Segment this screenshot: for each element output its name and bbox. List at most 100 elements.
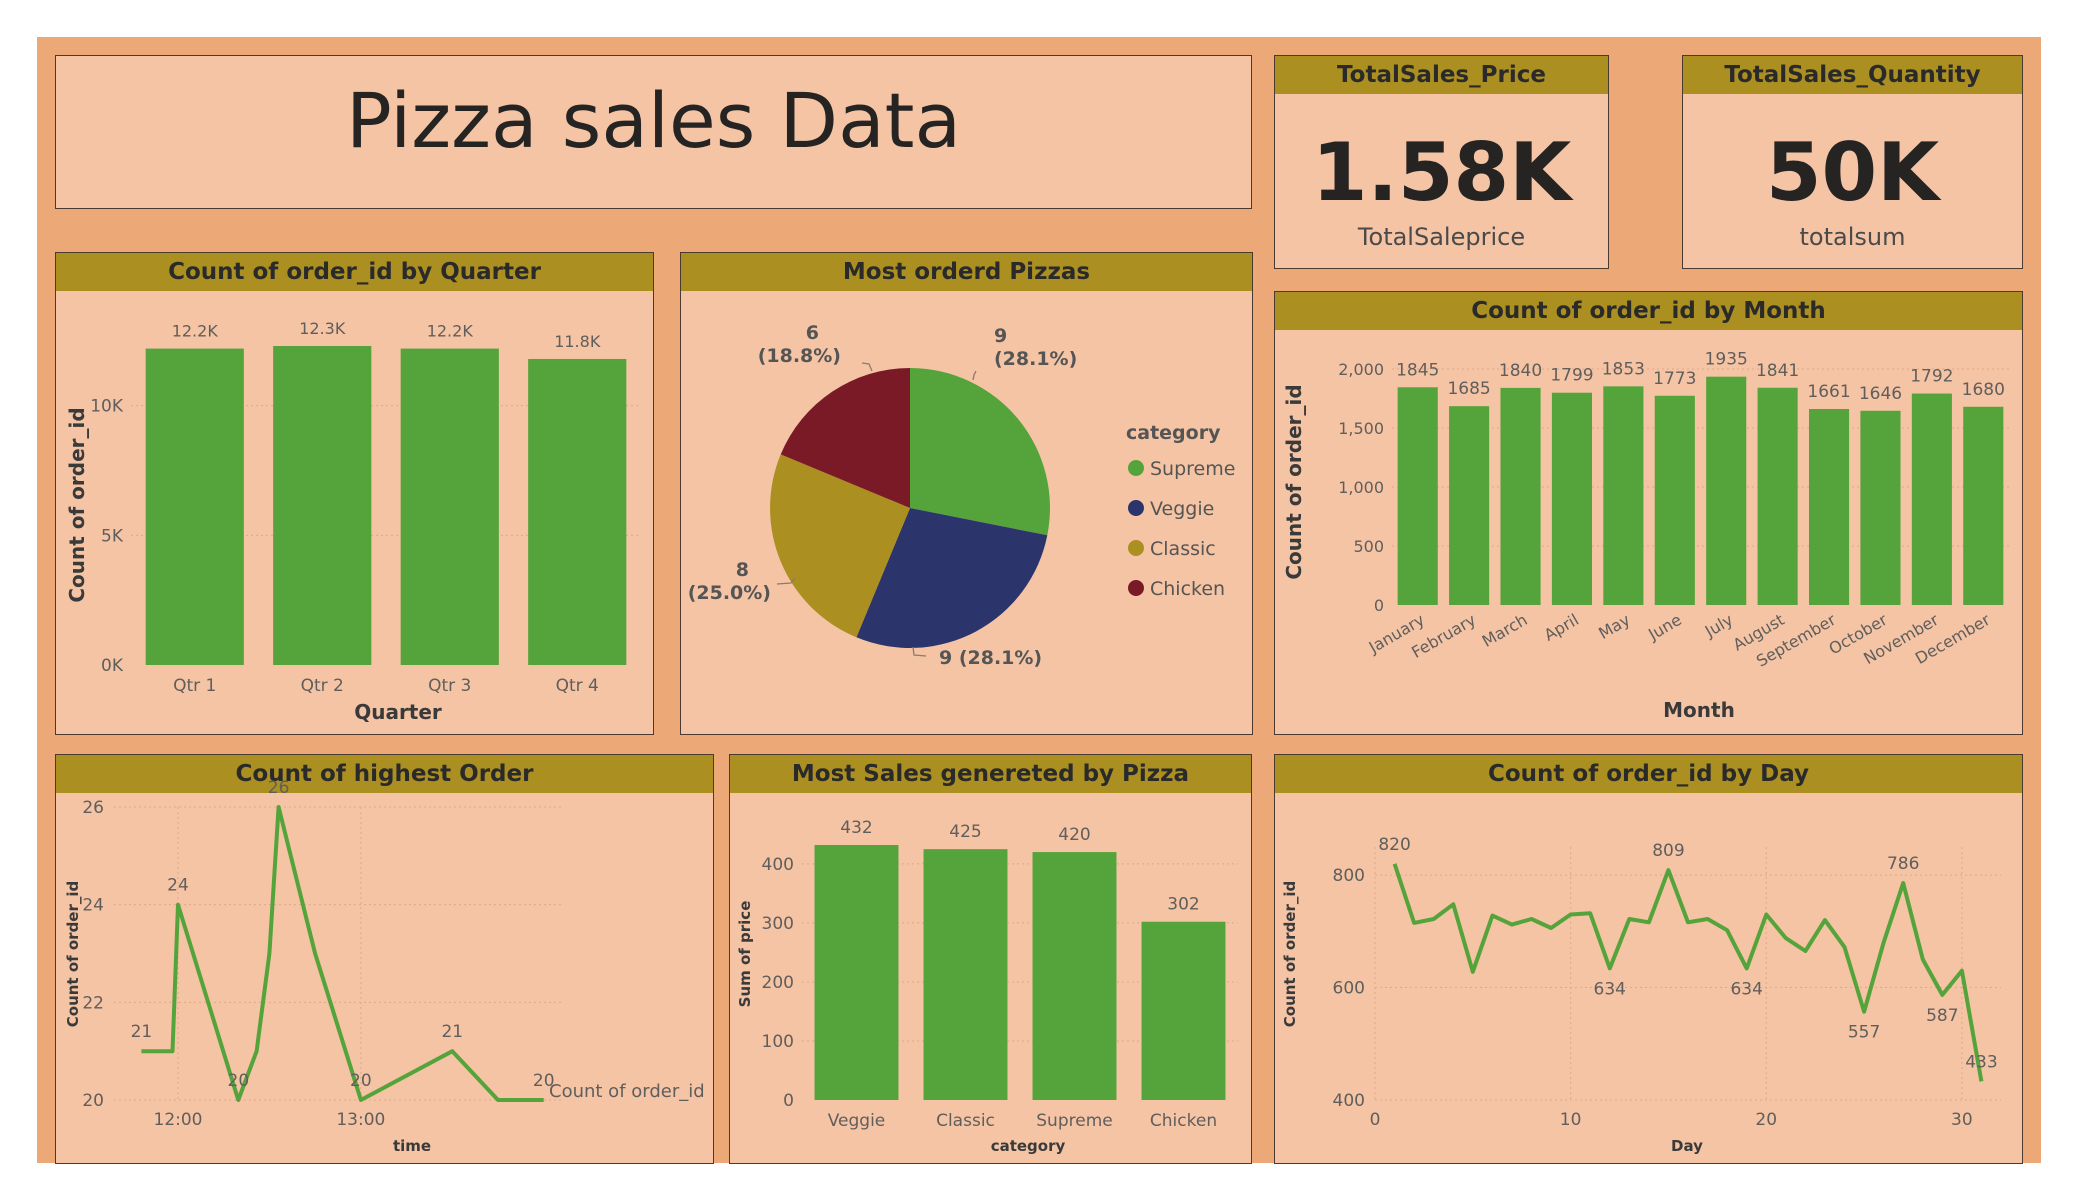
y-axis-title: Count of order_id [1281, 881, 1299, 1028]
data-label: 1792 [1910, 367, 1953, 387]
legend-label: Supreme [1150, 458, 1235, 480]
y-tick-label: 26 [82, 798, 104, 818]
sales-bar-chart[interactable]: 0 100 200 300 400 432 Veggie 425 Classic 420 Supre… [730, 755, 1251, 1163]
data-label: 1841 [1756, 361, 1799, 381]
pie-slice [780, 368, 910, 508]
y-tick-label: 1,000 [1338, 478, 1384, 497]
y-tick-label: 2,000 [1338, 360, 1384, 379]
data-label: 12.2K [427, 322, 474, 341]
y-tick-label: 10K [90, 397, 124, 417]
pie-chart-panel[interactable]: Most orderd Pizzas 9 (28.1%) 9 (28.1%) 8 (25… [680, 252, 1253, 735]
data-label: 433 [1965, 1052, 1997, 1072]
data-label: 1840 [1499, 361, 1542, 381]
day-chart-panel[interactable]: Count of order_id by Day 400 600 800 0 10 20 3… [1274, 754, 2023, 1164]
callout-line [861, 362, 873, 372]
y-tick-label: 600 [1333, 979, 1365, 999]
pie-slice [856, 508, 1048, 648]
x-tick-label: Supreme [1036, 1111, 1112, 1131]
y-tick-label: 20 [82, 1091, 104, 1111]
data-label: 21 [131, 1022, 153, 1042]
x-tick-label: Chicken [1150, 1111, 1217, 1131]
data-label: 11.8K [554, 332, 601, 351]
y-tick-label: 0K [101, 656, 124, 676]
x-tick-label: Qtr 3 [428, 676, 471, 696]
y-axis-title: Count of order_id [65, 407, 89, 602]
data-label: 1799 [1550, 366, 1593, 386]
data-label: 12.3K [299, 319, 346, 338]
chart-title: Count of order_id by Day [1275, 755, 2022, 793]
x-tick-label: March [1479, 610, 1531, 651]
data-label: 1680 [1962, 380, 2005, 400]
data-label: 1661 [1807, 382, 1850, 402]
sales-chart-panel[interactable]: Most Sales genereted by Pizza 0 100 200 300… [729, 754, 1252, 1164]
x-tick-label: April [1541, 610, 1582, 645]
x-tick-label: Veggie [828, 1111, 886, 1131]
bar [1963, 406, 2004, 605]
bar [1654, 395, 1695, 605]
kpi-card-price[interactable]: TotalSales_Price 1.58K TotalSaleprice [1274, 55, 1609, 269]
slice-label-value: 8 [736, 559, 749, 581]
data-label: 20 [350, 1071, 372, 1091]
y-tick-label: 0 [1374, 596, 1384, 615]
x-tick-label: 13:00 [336, 1110, 385, 1130]
legend-marker [1128, 460, 1144, 476]
data-label: 1685 [1447, 379, 1490, 399]
data-label: 1853 [1602, 359, 1645, 379]
x-axis-title: Month [1663, 698, 1735, 722]
legend-marker [1128, 580, 1144, 596]
slice-label-percent: (25.0%) [688, 582, 771, 604]
data-label: 20 [228, 1071, 250, 1091]
data-label: 1935 [1705, 350, 1748, 370]
kpi-value: 50K [1765, 126, 1940, 219]
bar [1808, 409, 1850, 605]
chart-title: Most orderd Pizzas [681, 253, 1252, 291]
x-tick-label: Qtr 2 [301, 676, 344, 696]
bar [1911, 393, 1952, 605]
x-axis-title: Quarter [354, 700, 442, 724]
y-tick-label: 400 [1333, 1091, 1365, 1111]
data-label: 425 [949, 822, 981, 842]
day-line-chart[interactable]: 400 600 800 0 10 20 30 820 634 809 634 557 786 587 433… [1275, 755, 2022, 1163]
category-pie-chart[interactable]: 9(28.1%) 9 (28.1%) 8(25.0%) 6(18.8%) categor… [681, 253, 1252, 734]
bar [400, 348, 499, 665]
x-tick-label: 0 [1370, 1110, 1381, 1130]
kpi-card-quantity[interactable]: TotalSales_Quantity 50K totalsum [1682, 55, 2023, 269]
month-chart-panel[interactable]: Count of order_id by Month 0 500 1,000 1,50… [1274, 291, 2023, 735]
legend-title: category [1126, 422, 1221, 444]
data-label: 809 [1652, 841, 1684, 861]
bar [273, 346, 372, 665]
highest-order-panel[interactable]: Count of highest Order 20 22 24 26 12:00 13:0… [55, 754, 714, 1164]
data-label: 21 [441, 1022, 463, 1042]
bar [1449, 406, 1490, 605]
quarter-bar-chart[interactable]: 0K 5K 10K 12.2K Qtr 1 12.3K Qtr 2 12.2K Qtr 3 11.… [56, 253, 653, 734]
legend-label: Classic [1150, 538, 1216, 560]
data-label: 634 [1730, 979, 1762, 999]
y-axis-title: Count of order_id [64, 881, 82, 1028]
bar [1500, 387, 1541, 605]
kpi-title: TotalSales_Quantity [1683, 56, 2022, 94]
x-tick-label: Qtr 4 [556, 676, 599, 696]
data-label: 420 [1058, 825, 1090, 845]
x-tick-label: Qtr 1 [173, 676, 216, 696]
legend-label: Veggie [1150, 498, 1214, 520]
y-tick-label: 400 [762, 855, 794, 875]
callout-line [972, 370, 977, 381]
legend-marker [1128, 540, 1144, 556]
y-tick-label: 100 [762, 1032, 794, 1052]
data-label: 587 [1926, 1006, 1958, 1026]
data-label: 432 [840, 818, 872, 838]
kpi-value: 1.58K [1311, 126, 1572, 219]
x-axis-title: category [991, 1137, 1066, 1155]
slice-label-value: 6 [806, 322, 819, 344]
quarter-chart-panel[interactable]: Count of order_id by Quarter 0K 5K 10K 12.2… [55, 252, 654, 735]
x-tick-label: June [1644, 610, 1685, 644]
chart-title: Count of order_id by Month [1275, 292, 2022, 330]
x-tick-label: Classic [936, 1111, 995, 1131]
y-tick-label: 500 [1353, 537, 1384, 556]
x-tick-label: 30 [1951, 1110, 1973, 1130]
callout-line [912, 646, 927, 657]
data-label: 557 [1848, 1023, 1880, 1043]
kpi-label: TotalSaleprice [1357, 223, 1526, 251]
